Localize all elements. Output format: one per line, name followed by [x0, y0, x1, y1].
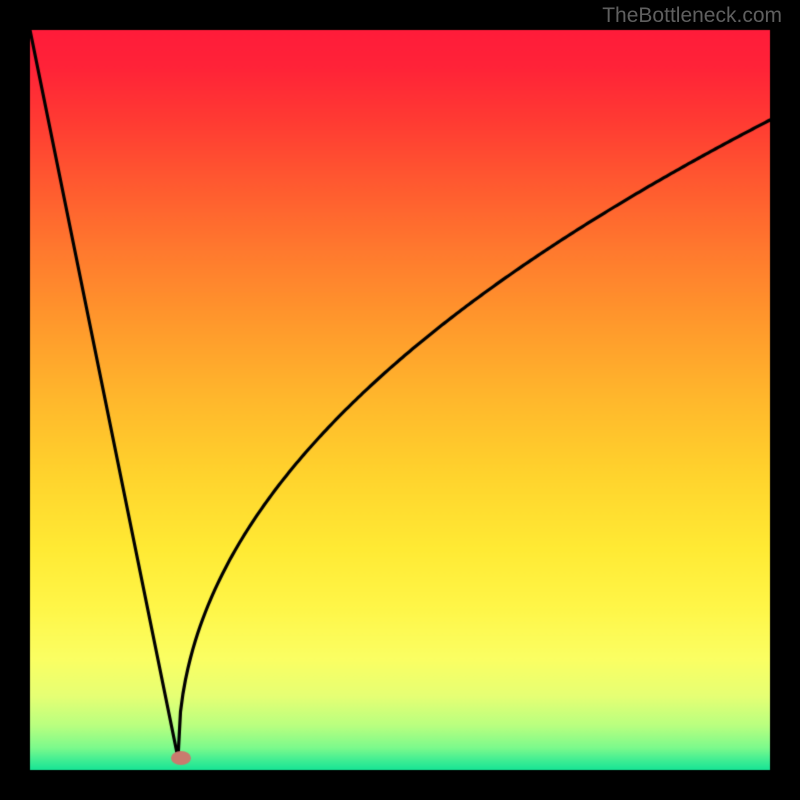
bottleneck-gradient-chart — [0, 0, 800, 800]
chart-container: TheBottleneck.com — [0, 0, 800, 800]
